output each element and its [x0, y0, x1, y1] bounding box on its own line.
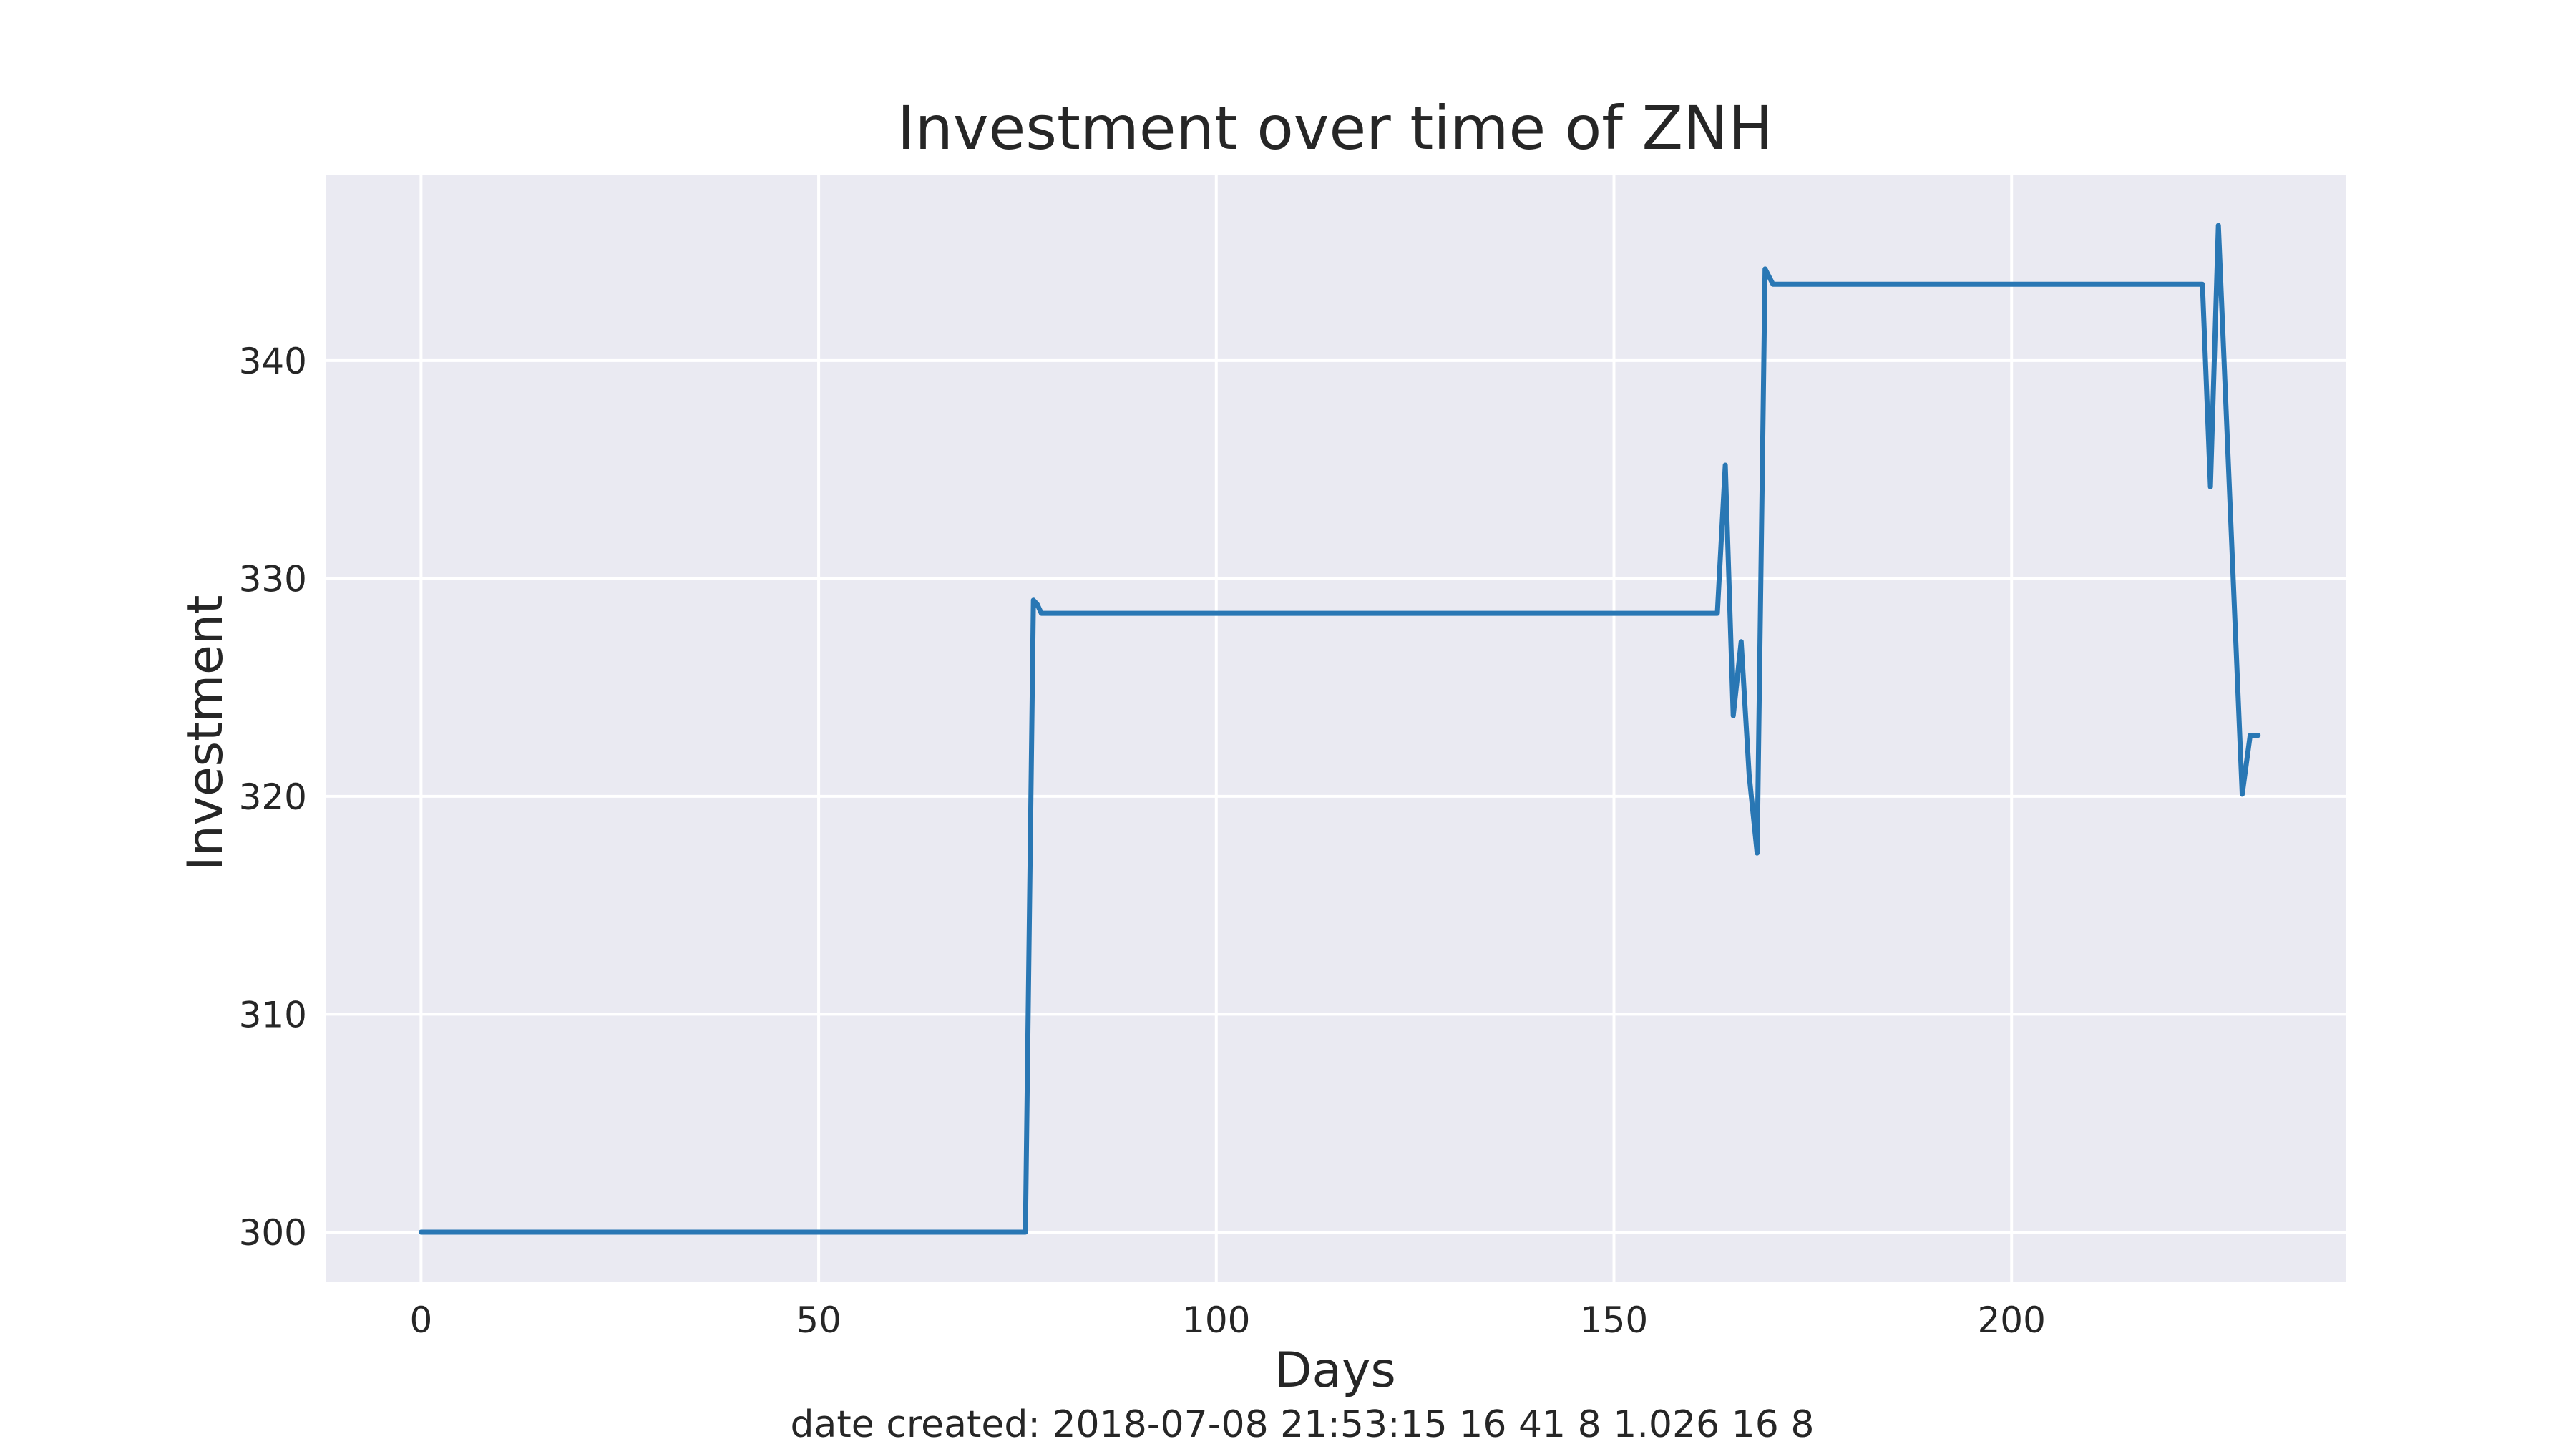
y-tick-label: 340	[239, 341, 307, 382]
x-tick-label: 150	[1580, 1299, 1648, 1341]
x-axis-label: Days	[1274, 1342, 1396, 1399]
y-axis-label: Investment	[177, 595, 234, 870]
x-tick-label: 200	[1977, 1299, 2045, 1341]
x-tick-label: 0	[409, 1299, 432, 1341]
date-created-caption: date created: 2018-07-08 21:53:15 16 41 …	[791, 1403, 1815, 1446]
series-line-investment	[418, 223, 2261, 1235]
x-tick-label: 50	[796, 1299, 841, 1341]
y-tick-label: 330	[239, 558, 307, 600]
y-tick-label: 320	[239, 776, 307, 818]
y-tick-label: 300	[239, 1212, 307, 1254]
y-tick-label: 310	[239, 994, 307, 1035]
x-tick-labels: 0 50 100 150 200	[409, 1299, 2045, 1341]
chart-title: Investment over time of ZNH	[897, 93, 1773, 163]
y-tick-labels: 300 310 320 330 340	[239, 341, 307, 1254]
x-tick-label: 100	[1182, 1299, 1250, 1341]
plot-area-background	[326, 175, 2346, 1282]
